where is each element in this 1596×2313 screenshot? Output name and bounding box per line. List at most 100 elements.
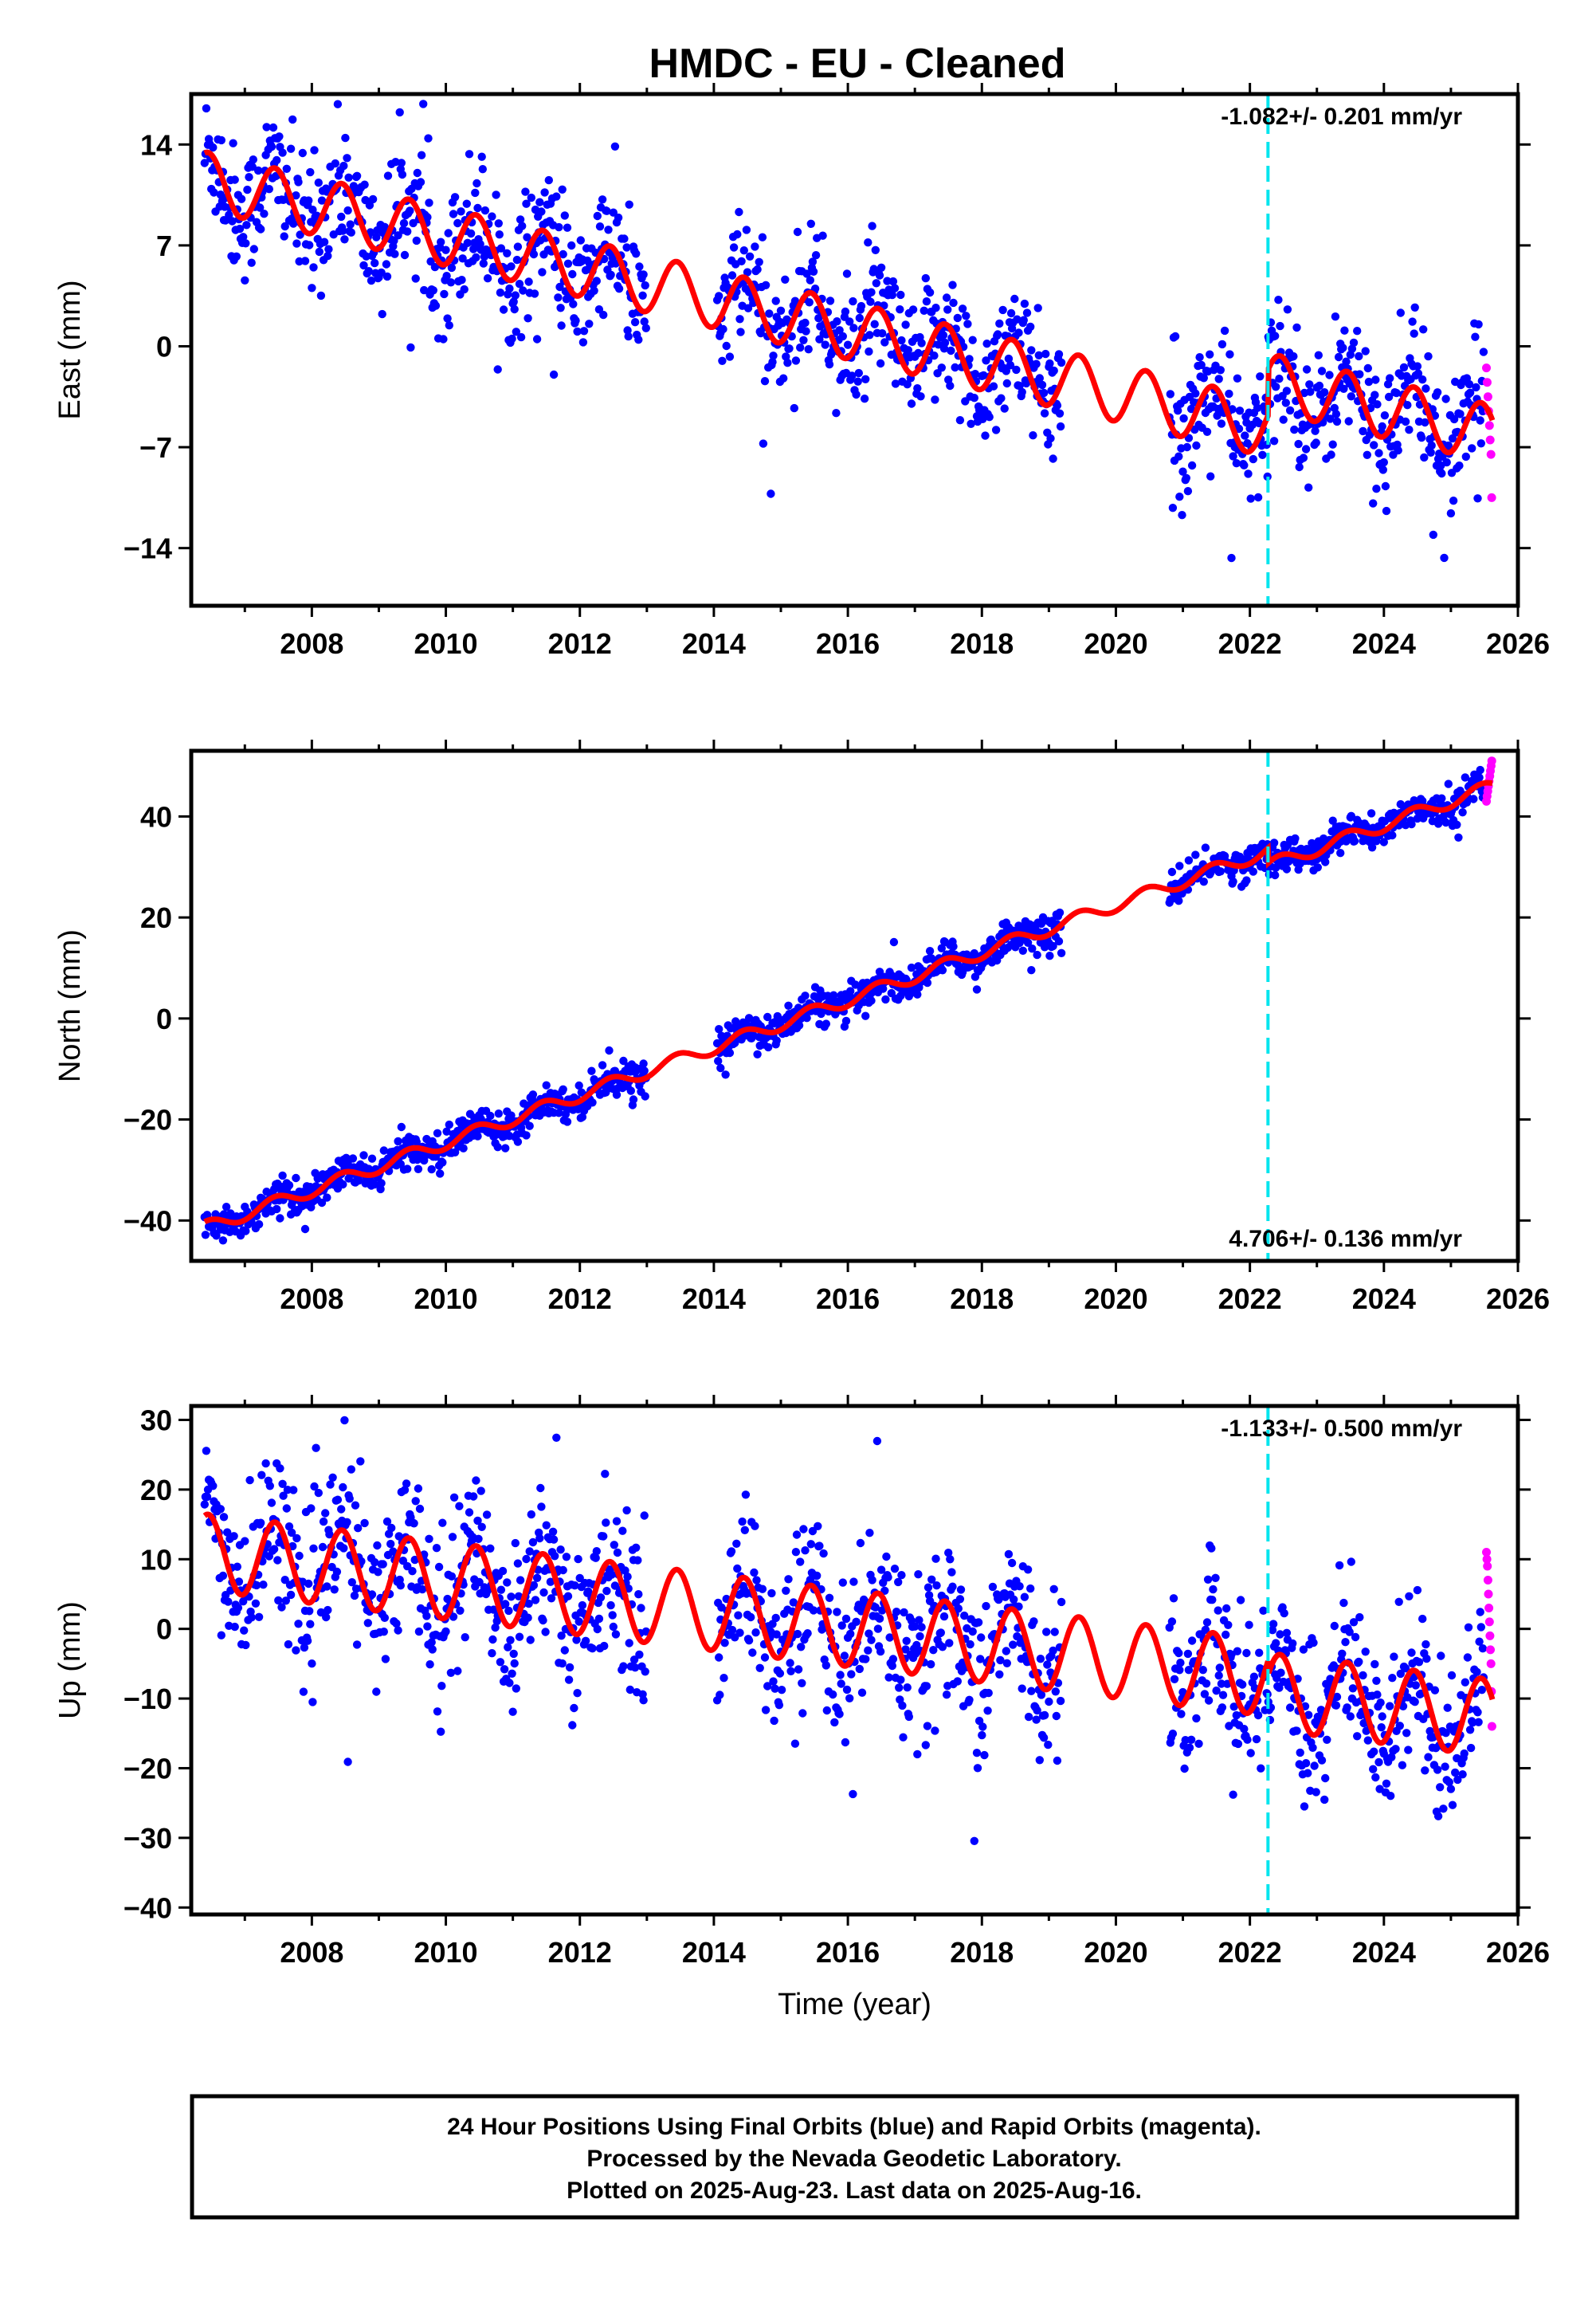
final-orbit-point (587, 1067, 595, 1075)
final-orbit-point (752, 1576, 760, 1584)
final-orbit-point (511, 1659, 519, 1667)
final-orbit-point (257, 1519, 265, 1527)
x-tick-label: 2020 (1084, 1936, 1147, 1969)
final-orbit-point (857, 1539, 865, 1547)
final-orbit-point (807, 220, 815, 228)
final-orbit-point (1479, 1644, 1487, 1652)
final-orbit-point (292, 239, 300, 247)
final-orbit-point (610, 1623, 618, 1631)
final-orbit-point (730, 243, 738, 251)
final-orbit-point (825, 1594, 833, 1602)
final-orbit-point (604, 226, 612, 234)
final-orbit-point (1043, 1660, 1051, 1668)
final-orbit-point (1029, 1617, 1037, 1625)
final-orbit-point (1186, 1744, 1194, 1752)
final-orbit-point (447, 278, 455, 286)
final-orbit-point (1355, 1658, 1363, 1666)
final-orbit-point (398, 159, 406, 167)
final-orbit-point (333, 1568, 341, 1576)
final-orbit-point (273, 1205, 280, 1213)
final-orbit-point (436, 1169, 444, 1177)
final-orbit-point (926, 947, 934, 955)
final-orbit-point (1044, 1741, 1052, 1749)
final-orbit-point (533, 1574, 541, 1582)
final-orbit-point (1174, 897, 1182, 905)
final-orbit-point (563, 1553, 571, 1561)
panels: 2008 2010 2012 2014 2016 2018 2020 2022 2024 2026… (53, 77, 1550, 2021)
final-orbit-point (1221, 327, 1229, 335)
final-orbit-point (632, 1544, 640, 1552)
final-orbit-point (536, 1484, 544, 1492)
final-orbit-point (803, 1629, 811, 1637)
final-orbit-point (220, 1513, 228, 1521)
final-orbit-point (884, 1573, 892, 1581)
final-orbit-point (1428, 442, 1436, 450)
final-orbit-point (512, 1684, 520, 1692)
final-orbit-point (573, 1689, 581, 1697)
final-orbit-point (895, 1683, 903, 1691)
final-orbit-point (390, 250, 398, 258)
final-orbit-point (896, 1675, 904, 1683)
final-orbit-point (1335, 353, 1343, 361)
final-orbit-point (759, 1585, 767, 1593)
final-orbit-point (1397, 308, 1405, 316)
final-orbit-point (1241, 431, 1249, 439)
final-orbit-point (1184, 487, 1192, 495)
final-orbit-point (1402, 418, 1410, 426)
final-orbit-point (439, 335, 447, 343)
final-orbit-point (1027, 346, 1035, 354)
final-orbit-point (1333, 418, 1341, 426)
final-orbit-point (945, 1639, 953, 1647)
final-orbit-point (260, 210, 268, 218)
final-orbit-point (781, 276, 789, 284)
final-orbit-point (1045, 952, 1053, 960)
final-orbit-point (978, 1731, 986, 1739)
final-orbit-point (905, 1713, 913, 1721)
final-orbit-point (202, 1231, 210, 1239)
final-orbit-point (249, 155, 257, 163)
final-orbit-point (1388, 1674, 1396, 1682)
final-orbit-point (590, 287, 598, 295)
final-orbit-point (597, 1593, 605, 1601)
final-orbit-point (1421, 384, 1429, 392)
final-orbit-point (524, 314, 531, 322)
final-orbit-point (483, 1510, 491, 1518)
final-orbit-point (762, 1706, 770, 1714)
final-orbit-point (807, 1540, 815, 1548)
final-orbit-point (864, 1647, 872, 1655)
final-orbit-point (1286, 406, 1294, 414)
final-orbit-point (939, 331, 947, 339)
final-orbit-point (1258, 451, 1266, 459)
final-orbit-point (457, 276, 465, 284)
final-orbit-point (841, 1651, 849, 1659)
final-orbit-point (1192, 1714, 1200, 1722)
final-orbit-point (514, 1559, 522, 1567)
final-orbit-point (308, 284, 316, 292)
final-orbit-point (334, 1496, 342, 1504)
final-orbit-point (801, 1546, 809, 1554)
final-orbit-point (508, 335, 516, 343)
final-orbit-point (1282, 399, 1290, 406)
final-orbit-point (1290, 426, 1298, 434)
final-orbit-point (1001, 404, 1009, 412)
final-orbit-point (742, 1490, 750, 1498)
final-orbit-point (916, 1632, 923, 1640)
final-orbit-point (1405, 426, 1413, 434)
final-orbit-point (559, 186, 567, 194)
final-orbit-point (309, 1545, 317, 1553)
final-orbit-point (1168, 868, 1176, 876)
final-orbit-point (328, 1474, 336, 1482)
final-orbit-point (891, 284, 899, 292)
final-orbit-point (1443, 458, 1451, 466)
figure-title: HMDC - EU - Cleaned (649, 41, 1066, 87)
final-orbit-point (567, 242, 575, 249)
final-orbit-point (1045, 359, 1053, 367)
final-orbit-point (503, 249, 511, 257)
final-orbit-point (762, 281, 770, 289)
final-orbit-point (726, 1049, 734, 1057)
final-orbit-point (1024, 1565, 1032, 1573)
final-orbit-point (504, 1607, 512, 1615)
final-orbit-point (829, 1691, 837, 1698)
final-orbit-point (433, 1707, 441, 1715)
final-orbit-point (635, 1651, 643, 1659)
